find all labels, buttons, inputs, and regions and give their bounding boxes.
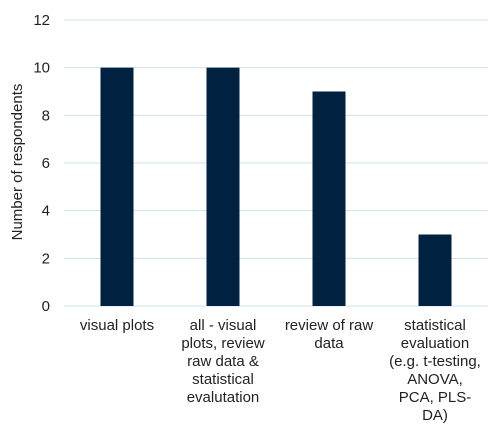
bars bbox=[100, 67, 452, 307]
bar bbox=[206, 67, 240, 307]
gridlines bbox=[64, 19, 488, 307]
category-label-line: visual plots bbox=[80, 317, 154, 334]
bar bbox=[100, 67, 134, 307]
y-tick-label: 4 bbox=[42, 203, 50, 220]
y-tick-label: 6 bbox=[42, 155, 50, 172]
category-labels: visual plots all - visual plots, review raw… bbox=[80, 317, 481, 424]
category-label: review of raw data bbox=[285, 317, 374, 352]
category-label-line: (e.g. t-testing, bbox=[389, 353, 481, 370]
category-label-line: statistical bbox=[192, 371, 254, 388]
category-label-line: PCA, PLS- bbox=[399, 389, 472, 406]
y-tick-label: 10 bbox=[33, 60, 50, 77]
category-label-line: statistical bbox=[404, 317, 466, 334]
y-tick-labels: 0 2 4 6 8 10 12 bbox=[33, 12, 50, 315]
category-label-line: plots, review bbox=[181, 335, 265, 352]
bar bbox=[418, 234, 452, 306]
y-axis-title: Number of respondents bbox=[9, 84, 26, 241]
y-tick-label: 0 bbox=[42, 298, 50, 315]
category-label: visual plots bbox=[80, 317, 154, 334]
category-label: all - visual plots, review raw data & stati… bbox=[181, 317, 265, 406]
category-label-line: raw data & bbox=[187, 353, 259, 370]
category-label: statistical evaluation (e.g. t-testing, ANO… bbox=[389, 317, 481, 424]
category-label-line: review of raw bbox=[285, 317, 374, 334]
y-tick-label: 2 bbox=[42, 250, 50, 267]
y-tick-label: 8 bbox=[42, 107, 50, 124]
category-label-line: DA) bbox=[422, 407, 448, 424]
category-label-line: data bbox=[314, 335, 344, 352]
category-label-line: evaluation bbox=[401, 335, 469, 352]
category-label-line: all - visual bbox=[190, 317, 257, 334]
bar bbox=[312, 91, 346, 306]
category-label-line: ANOVA, bbox=[407, 371, 463, 388]
category-label-line: evalutation bbox=[187, 389, 260, 406]
y-tick-label: 12 bbox=[33, 12, 50, 29]
